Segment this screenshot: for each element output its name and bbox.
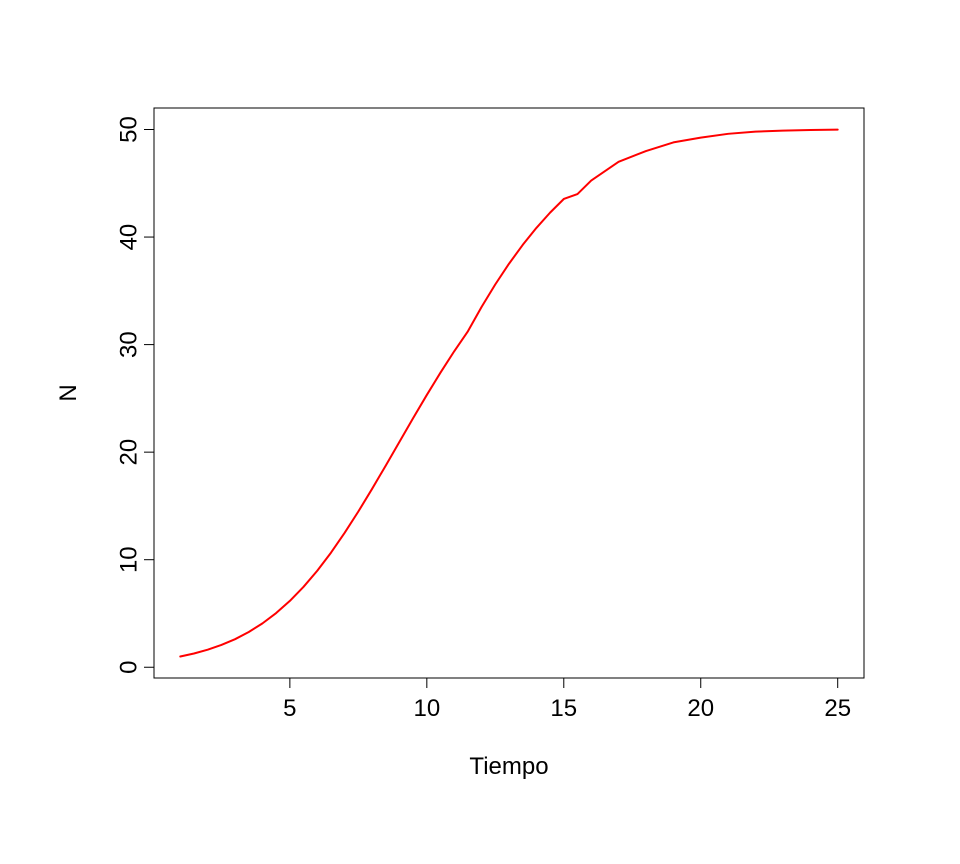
x-tick-label: 10 xyxy=(413,695,440,722)
y-tick-label: 50 xyxy=(115,116,142,143)
x-tick-label: 5 xyxy=(283,695,296,722)
x-tick-label: 20 xyxy=(687,695,714,722)
y-tick-label: 30 xyxy=(115,331,142,358)
line-chart: 5 10 15 20 25 Tiempo 0 10 20 30 40 50 N xyxy=(0,0,960,864)
x-tick-label: 15 xyxy=(550,695,577,722)
y-tick-label: 20 xyxy=(115,439,142,466)
y-tick-label: 40 xyxy=(115,224,142,251)
x-tick-label: 25 xyxy=(824,695,851,722)
y-axis-label: N xyxy=(55,384,82,401)
chart-container: 5 10 15 20 25 Tiempo 0 10 20 30 40 50 N xyxy=(0,0,960,864)
x-axis-label: Tiempo xyxy=(469,753,548,780)
y-tick-label: 10 xyxy=(115,546,142,573)
y-tick-label: 0 xyxy=(115,661,142,674)
